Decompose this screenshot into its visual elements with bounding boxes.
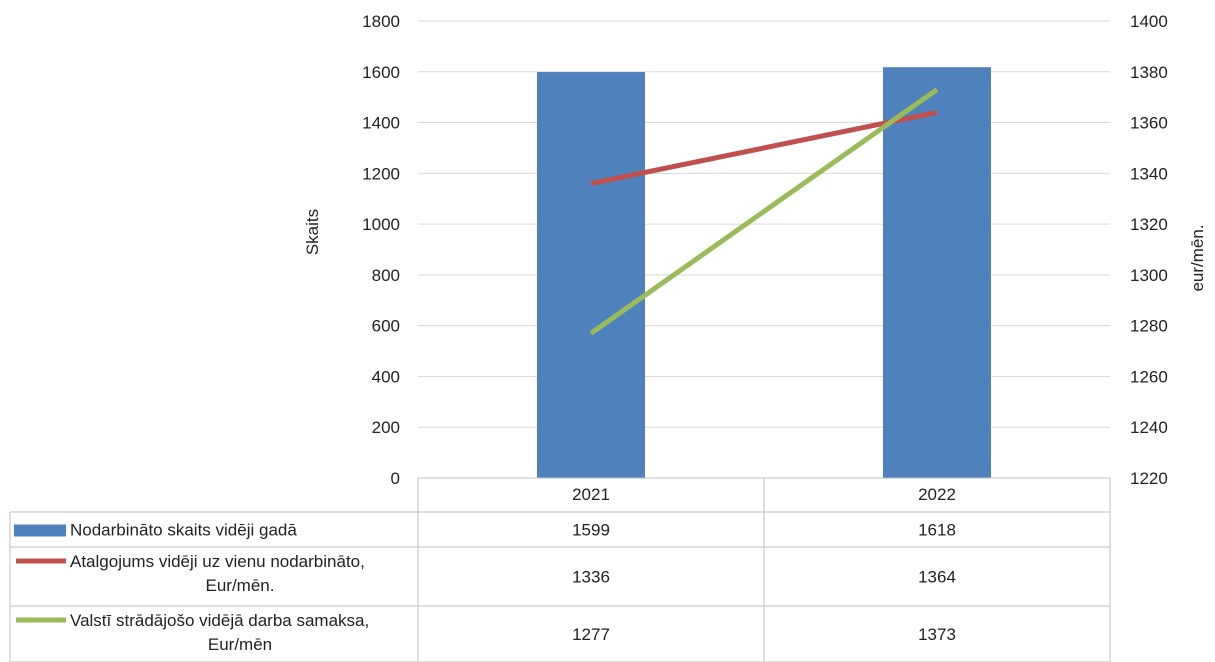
series-label: Eur/mēn. (206, 576, 275, 595)
legend-key (14, 524, 66, 537)
y2-axis-title: eur/mēn. (1188, 224, 1207, 291)
series-line (589, 87, 939, 336)
series-label: Nodarbināto skaits vidēji gadā (70, 521, 297, 540)
y-tick-label: 800 (372, 266, 400, 285)
y-tick-label: 1600 (362, 63, 400, 82)
y-tick-label: 1800 (362, 12, 400, 31)
y-tick-label: 600 (372, 317, 400, 336)
y-tick-label: 1200 (362, 164, 400, 183)
y2-tick-label: 1380 (1130, 63, 1168, 82)
y2-tick-label: 1240 (1130, 418, 1168, 437)
y2-tick-label: 1320 (1130, 215, 1168, 234)
series-line (590, 109, 938, 186)
y-tick-label: 200 (372, 418, 400, 437)
x-tick-label: 2021 (572, 485, 610, 504)
bar (883, 67, 991, 479)
y-tick-label: 1000 (362, 215, 400, 234)
x-tick-label: 2022 (918, 485, 956, 504)
y2-tick-label: 1360 (1130, 114, 1168, 133)
y-axis-title: Skaits (303, 209, 322, 255)
y2-tick-label: 1280 (1130, 317, 1168, 336)
data-cell: 1599 (572, 521, 610, 540)
y2-tick-label: 1300 (1130, 266, 1168, 285)
series-label: Atalgojums vidēji uz vienu nodarbināto, (70, 552, 365, 571)
series-label: Eur/mēn (208, 635, 272, 654)
y-tick-label: 1400 (362, 114, 400, 133)
y2-tick-label: 1340 (1130, 164, 1168, 183)
data-cell: 1364 (918, 568, 956, 587)
bar (537, 72, 645, 478)
data-cell: 1373 (918, 625, 956, 644)
y-tick-label: 400 (372, 367, 400, 386)
y2-tick-label: 1400 (1130, 12, 1168, 31)
y2-tick-label: 1220 (1130, 469, 1168, 488)
y2-tick-label: 1260 (1130, 367, 1168, 386)
data-cell: 1618 (918, 521, 956, 540)
series-label: Valstī strādājošo vidējā darba samaksa, (70, 611, 369, 630)
data-cell: 1277 (572, 625, 610, 644)
y-tick-label: 0 (391, 469, 400, 488)
data-cell: 1336 (572, 568, 610, 587)
